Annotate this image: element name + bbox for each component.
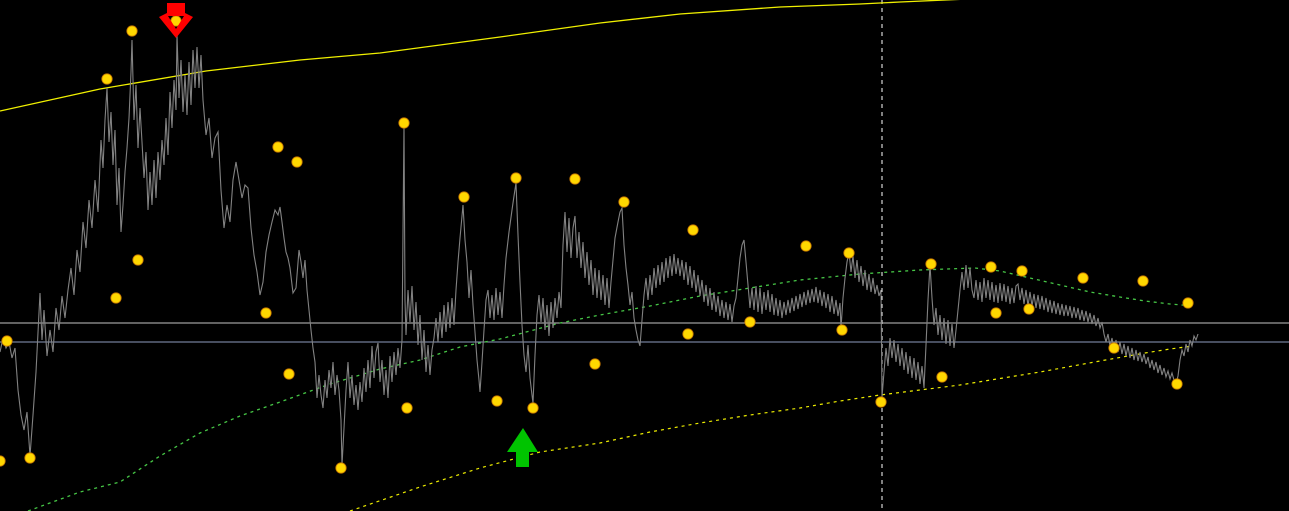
signal-dot [1023, 303, 1035, 315]
signal-dot [1077, 272, 1089, 284]
signal-dot [618, 196, 630, 208]
signal-dot [398, 117, 410, 129]
signal-dot [985, 261, 997, 273]
signal-dot [800, 240, 812, 252]
signal-dot [458, 191, 470, 203]
signal-dot [24, 452, 36, 464]
signal-dot [101, 73, 113, 85]
signal-dot [925, 258, 937, 270]
price-line [0, 34, 1199, 466]
signal-dot [843, 247, 855, 259]
signal-dot [291, 156, 303, 168]
signal-dot [126, 25, 138, 37]
signal-dot [936, 371, 948, 383]
signal-dot [1137, 275, 1149, 287]
signal-dot [132, 254, 144, 266]
signal-dot [682, 328, 694, 340]
lower-band-dashed-line [349, 345, 1194, 511]
signal-dot [335, 462, 347, 474]
signal-dot [687, 224, 699, 236]
signal-dot [1182, 297, 1194, 309]
signal-dot [569, 173, 581, 185]
signal-dot [1016, 265, 1028, 277]
signal-dot [744, 316, 756, 328]
signal-dot [283, 368, 295, 380]
signal-dot [527, 402, 539, 414]
sell-arrow-icon[interactable] [159, 3, 193, 38]
buy-arrow-icon[interactable] [507, 428, 538, 467]
signal-dot [1, 335, 13, 347]
signal-dot [1171, 378, 1183, 390]
signal-dot [260, 307, 272, 319]
signal-dot [836, 324, 848, 336]
signal-dot [589, 358, 601, 370]
signal-dot [110, 292, 122, 304]
middle-band-dashed-line [27, 267, 1194, 511]
signal-dot [990, 307, 1002, 319]
signal-dot [272, 141, 284, 153]
signal-dot [491, 395, 503, 407]
signal-dot [0, 455, 6, 467]
signal-dot [401, 402, 413, 414]
signal-dot [1108, 342, 1120, 354]
signal-dot [875, 396, 887, 408]
signal-dot [510, 172, 522, 184]
